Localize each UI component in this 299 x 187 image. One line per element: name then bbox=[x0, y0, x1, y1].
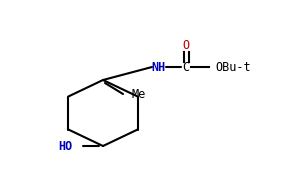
Text: NH: NH bbox=[151, 61, 165, 73]
Text: Me: Me bbox=[132, 88, 146, 100]
Text: C: C bbox=[182, 61, 190, 73]
Text: O: O bbox=[182, 39, 190, 51]
Text: HO: HO bbox=[58, 140, 72, 153]
Text: OBu-t: OBu-t bbox=[215, 61, 251, 73]
